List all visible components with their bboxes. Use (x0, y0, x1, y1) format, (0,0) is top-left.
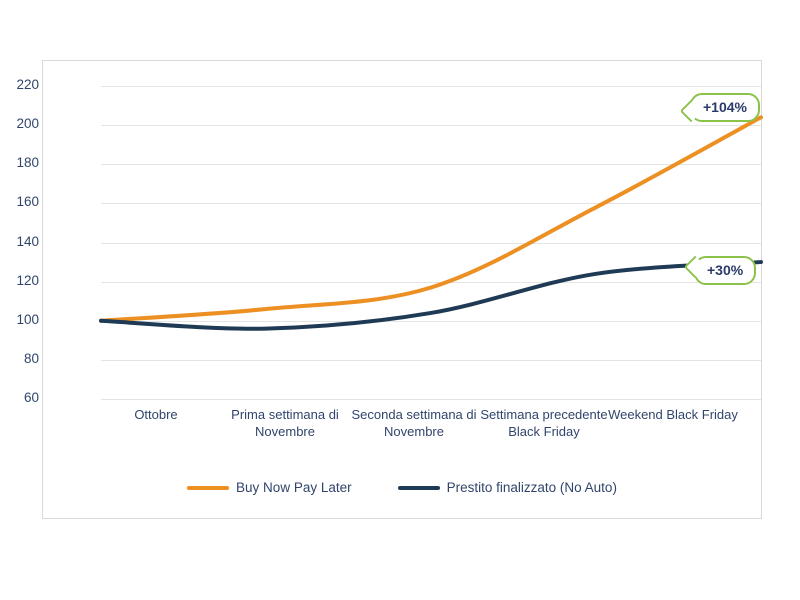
gridline-200: 200 (16, 116, 761, 131)
gridline-180: 180 (16, 155, 761, 170)
chart-frame: 220 200 180 160 140 120 100 80 (16, 60, 763, 519)
y-tick-label-200: 200 (16, 116, 39, 131)
y-tick-label-160: 160 (16, 194, 39, 209)
y-tick-label-140: 140 (16, 234, 39, 249)
legend-swatch-icon-navy (397, 485, 440, 490)
y-tick-label-100: 100 (16, 312, 39, 327)
series-line-prestito-finalizzato (99, 260, 763, 331)
gridline-220: 220 (16, 77, 761, 92)
x-tick-label-1: Prima settimana di Novembre (231, 407, 339, 439)
gridline-160: 160 (16, 194, 761, 209)
y-tick-label-220: 220 (16, 77, 39, 92)
y-tick-label-80: 80 (23, 351, 39, 366)
callout-growth-bnpl-text: +104% (703, 99, 747, 115)
x-tick-label-4: Weekend Black Friday (608, 407, 738, 422)
gridline-80: 80 (24, 351, 761, 366)
x-axis-labels: Ottobre Prima settimana di Novembre Seco… (101, 406, 761, 486)
gridline-120: 120 (16, 273, 761, 288)
legend-item-prestito-finalizzato[interactable]: Prestito finalizzato (No Auto) (397, 480, 617, 495)
y-tick-label-120: 120 (16, 273, 39, 288)
legend-swatch-icon-orange (187, 485, 230, 490)
x-tick-label-0: Ottobre (134, 407, 178, 422)
series-line-buy-now-pay-later (99, 115, 763, 323)
callout-growth-loan: +30% (683, 255, 757, 285)
gridline-140: 140 (16, 234, 761, 249)
y-tick-label-60: 60 (23, 390, 39, 405)
legend-label-buy-now-pay-later: Buy Now Pay Later (236, 480, 352, 495)
gridline-60: 60 (24, 390, 761, 405)
callout-growth-loan-text: +30% (707, 262, 744, 278)
legend-label-prestito-finalizzato: Prestito finalizzato (No Auto) (446, 480, 617, 495)
chart-legend: Buy Now Pay Later Prestito finalizzato (… (43, 480, 761, 495)
callout-growth-bnpl: +104% (679, 93, 760, 123)
x-tick-label-2: Seconda settimana di Novembre (351, 407, 477, 439)
x-tick-label-3: Settimana precedente Black Friday (480, 407, 608, 439)
gridline-100: 100 (16, 312, 761, 327)
legend-item-buy-now-pay-later[interactable]: Buy Now Pay Later (187, 480, 352, 495)
series-lines (99, 115, 763, 331)
y-tick-label-180: 180 (16, 155, 39, 170)
plot-area: 220 200 180 160 140 120 100 80 (16, 77, 763, 405)
